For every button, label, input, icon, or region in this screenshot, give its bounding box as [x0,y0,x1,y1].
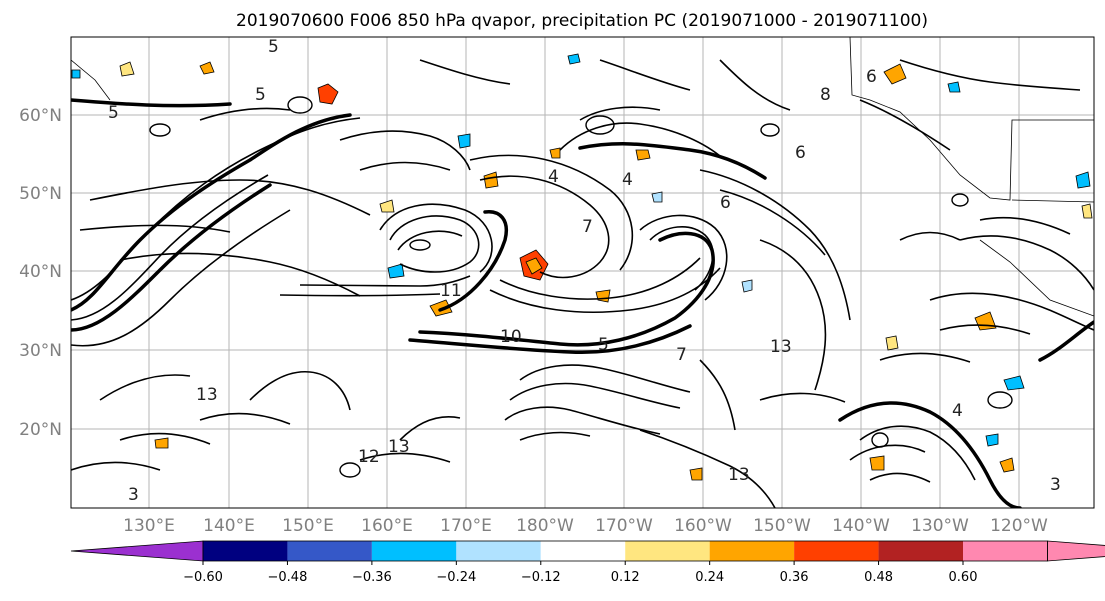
contour-label: 13 [388,437,410,457]
colorbar-tick-label: 0.24 [695,570,724,585]
colorbar-tick-label: −0.60 [183,570,223,585]
lat-label: 50°N [19,184,62,204]
contour-label: 6 [795,143,806,163]
lon-label: 130°E [123,516,175,536]
colorbar-tick-label: 0.48 [864,570,893,585]
contour-label: 6 [866,67,877,87]
lon-label: 140°W [832,516,890,536]
contour-label: 13 [728,465,750,485]
colorbar-segment [709,541,795,561]
contour-label: 3 [128,485,139,505]
vapor-contours-small [149,96,1013,478]
longitude-labels: 130°E 140°E 150°E 160°E 170°E 180°W 170°… [123,516,1048,536]
colorbar-segment [540,541,626,561]
lon-label: 160°W [674,516,732,536]
contour-label: 7 [676,345,687,365]
colorbar-extend-high [1047,540,1105,562]
colorbar-tick-label: 0.60 [949,570,978,585]
contour-label: 13 [770,337,792,357]
contour-label: 13 [196,385,218,405]
contour-label: 5 [255,85,266,105]
colorbar-segment [625,541,710,561]
colorbar-tick-label: −0.36 [352,570,392,585]
colorbar-segment [794,541,879,561]
lon-label: 160°E [361,516,413,536]
contour-label: 4 [548,167,559,187]
contour-label: 6 [720,193,731,213]
lon-label: 150°W [753,516,811,536]
lon-label: 150°E [282,516,334,536]
lat-label: 60°N [19,106,62,126]
colorbar [70,540,1105,562]
colorbar-tick-label: −0.24 [436,570,476,585]
colorbar-segment [203,541,288,561]
contour-label: 3 [1050,475,1061,495]
contour-label: 4 [622,170,633,190]
figure-title: 2019070600 F006 850 hPa qvapor, precipit… [236,11,928,31]
contour-label: 12 [358,447,380,467]
lat-label: 20°N [19,420,62,440]
contour-label: 7 [582,217,593,237]
lat-label: 40°N [19,262,62,282]
vapor-contours-thin [71,59,1094,508]
contour-label: 8 [820,85,831,105]
lon-label: 130°W [911,516,969,536]
map-frame [70,36,1095,509]
colorbar-segment [878,541,963,561]
colorbar-tick-label: −0.48 [268,570,308,585]
lon-label: 170°E [440,516,492,536]
lon-label: 140°E [203,516,255,536]
lon-label: 120°W [990,516,1048,536]
colorbar-tick-label: −0.12 [521,570,561,585]
colorbar-labels: −0.60 −0.48 −0.36 −0.24 −0.12 0.12 0.24 0.36 0.4… [183,561,977,585]
map-panel: 5 5 6 7 4 4 11 5 6 13 13 12 13 7 6 3 13 … [70,36,1095,509]
colorbar-extend-low [70,540,204,562]
colorbar-segment [963,541,1048,561]
contour-label: 10 [500,327,522,347]
contour-label: 5 [268,37,279,57]
latitude-labels: 60°N 50°N 40°N 30°N 20°N [19,106,62,440]
contour-label: 5 [598,335,609,355]
colorbar-tick-label: 0.36 [780,570,809,585]
contour-label: 4 [952,401,963,421]
colorbar-segment [287,541,372,561]
contour-label: 5 [108,103,119,123]
coastlines [71,37,1094,317]
vapor-contours-thick [71,98,1094,508]
contour-label: 11 [440,281,462,301]
colorbar-segment [371,541,457,561]
colorbar-segment [456,541,541,561]
colorbar-tick-label: 0.12 [611,570,640,585]
lon-label: 180°W [516,516,574,536]
precipitation-shading [71,53,1093,481]
lon-label: 170°W [595,516,653,536]
graticule [71,37,1094,508]
lat-label: 30°N [19,341,62,361]
contour-labels: 5 5 6 7 4 4 11 5 6 13 13 12 13 7 6 3 13 … [108,37,1061,505]
